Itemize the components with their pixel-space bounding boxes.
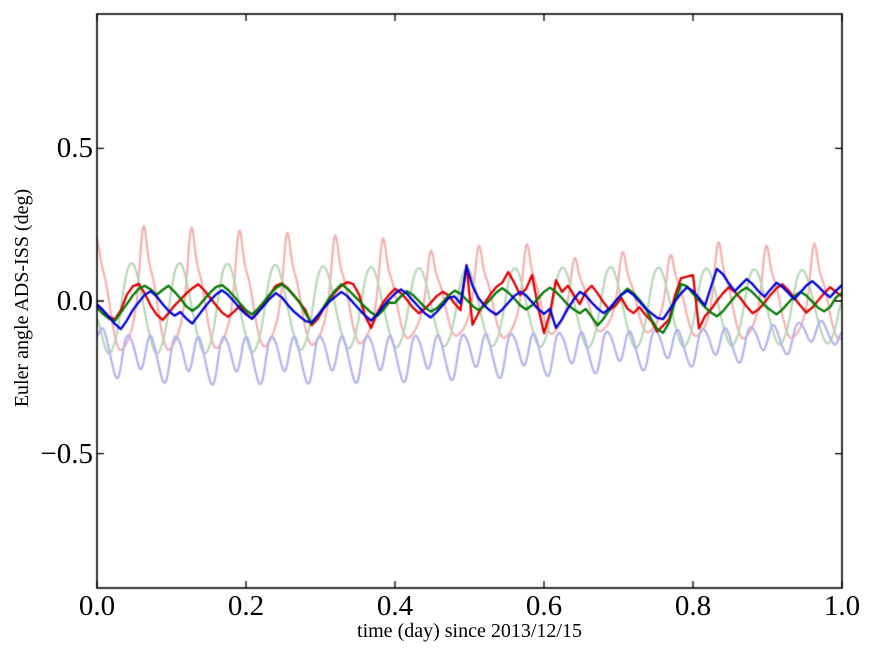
y-tick-label: 0.5	[56, 132, 93, 165]
x-tick-label: 1.0	[823, 590, 861, 622]
x-tick-label: 0.8	[674, 590, 712, 622]
x-tick-label: 0.4	[376, 590, 414, 622]
x-tick-label: 0.2	[227, 590, 265, 622]
x-tick-label: 0.0	[78, 590, 116, 622]
y-tick-label: −0.5	[40, 437, 93, 470]
y-tick-label: 0.0	[56, 285, 93, 317]
y-axis-label: Euler angle ADS-ISS (deg)	[11, 188, 33, 408]
x-tick-label: 0.6	[525, 590, 563, 622]
x-axis-label: time (day) since 2013/12/15	[357, 620, 582, 642]
